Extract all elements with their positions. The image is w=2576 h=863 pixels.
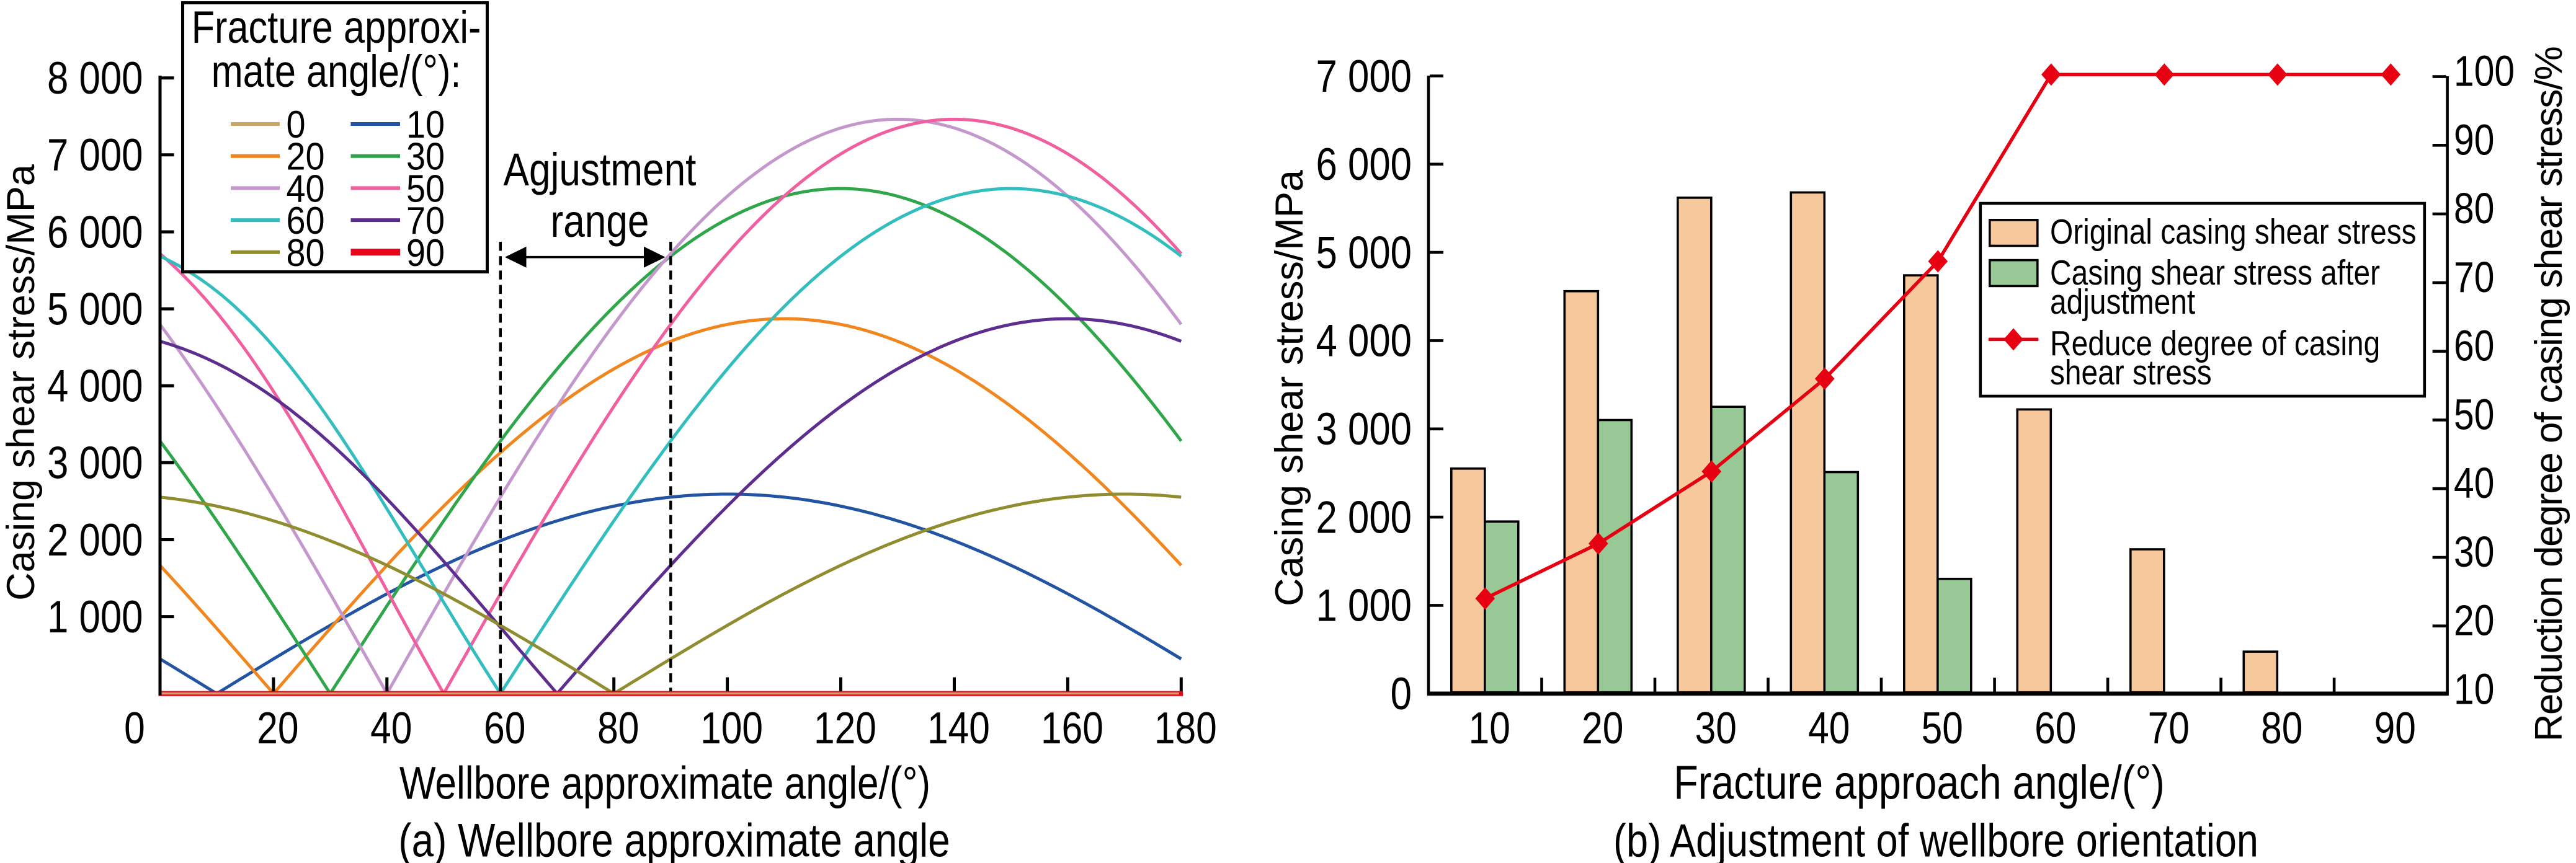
svg-text:Fracture approxi-: Fracture approxi- (192, 2, 481, 53)
svg-text:20: 20 (2454, 596, 2494, 645)
svg-text:20: 20 (287, 136, 325, 178)
svg-text:90: 90 (406, 232, 445, 274)
svg-text:10: 10 (1469, 704, 1510, 753)
svg-text:8 000: 8 000 (47, 53, 143, 104)
svg-text:adjustment: adjustment (2050, 282, 2195, 322)
svg-text:2 000: 2 000 (47, 515, 143, 565)
svg-text:80: 80 (597, 704, 639, 753)
svg-text:mate angle/(°):: mate angle/(°): (212, 46, 461, 97)
svg-text:2 000: 2 000 (1316, 492, 1412, 542)
svg-text:80: 80 (2454, 184, 2494, 232)
svg-text:Casing shear stress/MPa: Casing shear stress/MPa (1268, 169, 1311, 606)
svg-text:0: 0 (124, 704, 145, 753)
svg-text:4 000: 4 000 (1316, 316, 1412, 366)
svg-text:160: 160 (1041, 704, 1103, 753)
svg-text:3 000: 3 000 (47, 438, 143, 489)
svg-text:80: 80 (2261, 704, 2302, 753)
svg-text:30: 30 (1695, 704, 1737, 753)
svg-text:5 000: 5 000 (1316, 228, 1412, 278)
svg-text:30: 30 (406, 136, 445, 178)
svg-text:40: 40 (2454, 458, 2494, 507)
svg-text:70: 70 (2454, 252, 2494, 301)
svg-text:90: 90 (2454, 115, 2494, 164)
svg-text:40: 40 (370, 704, 412, 753)
svg-text:10: 10 (2454, 665, 2494, 714)
svg-text:40: 40 (287, 168, 325, 210)
svg-text:3 000: 3 000 (1316, 404, 1412, 454)
svg-text:1 000: 1 000 (1316, 581, 1412, 631)
svg-text:1 000: 1 000 (47, 592, 143, 642)
svg-text:60: 60 (2454, 321, 2494, 370)
svg-text:180: 180 (1154, 704, 1217, 753)
svg-text:50: 50 (1922, 704, 1963, 753)
svg-text:100: 100 (2454, 46, 2515, 95)
svg-text:20: 20 (1582, 704, 1623, 753)
svg-text:4 000: 4 000 (47, 361, 143, 412)
svg-text:6 000: 6 000 (1316, 139, 1412, 190)
svg-text:Casing shear stress after: Casing shear stress after (2050, 253, 2380, 293)
svg-text:0: 0 (1391, 669, 1412, 719)
svg-text:10: 10 (406, 104, 445, 146)
svg-text:Agjustment: Agjustment (504, 144, 697, 195)
svg-text:50: 50 (2454, 390, 2494, 439)
svg-text:(b) Adjustment of wellbore ori: (b) Adjustment of wellbore orientation (1613, 814, 2258, 863)
svg-text:30: 30 (2454, 527, 2494, 576)
svg-text:0: 0 (287, 104, 306, 146)
svg-text:50: 50 (406, 168, 445, 210)
svg-text:Reduce degree of casing: Reduce degree of casing (2050, 324, 2380, 363)
svg-text:6 000: 6 000 (47, 207, 143, 257)
svg-text:40: 40 (1808, 704, 1850, 753)
svg-text:90: 90 (2374, 704, 2416, 753)
svg-text:70: 70 (2148, 704, 2190, 753)
svg-text:Casing shear stress/MPa: Casing shear stress/MPa (0, 164, 43, 601)
svg-text:20: 20 (257, 704, 298, 753)
svg-text:60: 60 (287, 200, 325, 242)
svg-text:5 000: 5 000 (47, 284, 143, 334)
svg-text:Wellbore approximate angle/(°): Wellbore approximate angle/(°) (399, 758, 930, 808)
svg-text:120: 120 (814, 704, 876, 753)
svg-text:Reduction degree of casing she: Reduction degree of casing shear stress/… (2528, 47, 2570, 742)
svg-text:7 000: 7 000 (47, 130, 143, 180)
svg-text:60: 60 (484, 704, 525, 753)
svg-text:Original casing shear stress: Original casing shear stress (2050, 212, 2417, 252)
svg-text:7 000: 7 000 (1316, 51, 1412, 102)
svg-text:70: 70 (406, 200, 445, 242)
svg-text:60: 60 (2035, 704, 2076, 753)
svg-text:100: 100 (700, 704, 763, 753)
svg-text:(a) Wellbore approximate angle: (a) Wellbore approximate angle (398, 813, 950, 863)
svg-text:shear stress: shear stress (2050, 353, 2212, 392)
svg-text:range: range (551, 196, 649, 247)
svg-text:140: 140 (927, 704, 990, 753)
svg-text:80: 80 (287, 232, 325, 274)
svg-text:Fracture approach angle/(°): Fracture approach angle/(°) (1674, 756, 2164, 810)
